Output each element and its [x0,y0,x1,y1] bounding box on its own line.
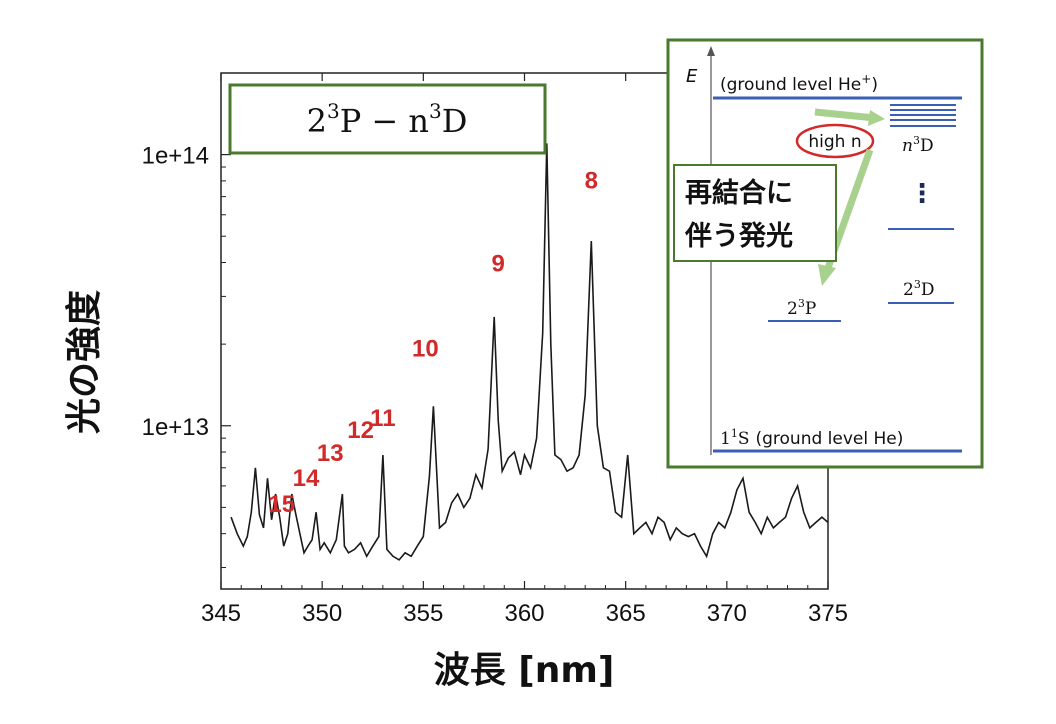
emission-arrow-head [818,264,836,286]
peak-label-14: 14 [293,465,320,492]
high-n-label: high n [808,132,861,152]
y-axis-ticks: 1e+13 1e+14 [142,72,231,569]
y-tick-label: 1e+13 [142,414,209,441]
x-axis-ticks: 345 350 355 360 365 370 375 [201,73,848,627]
energy-axis-arrow [707,46,715,56]
peak-label-11: 11 [370,405,395,432]
recombination-text-1: 再結合に [685,177,793,209]
x-axis-title: 波長 [nm] [434,650,615,691]
spectrum-line [230,143,829,561]
peak-label-15: 15 [268,491,295,518]
capture-arrow [814,108,876,122]
x-tick-label: 370 [707,600,747,627]
y-axis-title: 光の強度 [64,290,105,434]
n3d-levels [890,104,956,127]
ion-level-label: (ground level He+) [720,72,878,95]
title-formula: 23P − n3D [307,99,468,140]
x-tick-label: 360 [504,600,544,627]
recombination-box [673,164,837,262]
energy-level-inset: E (ground level He+) high n n3D ⋮ 再結合に 伴… [666,38,984,469]
vertical-dots: ⋮ [909,179,935,209]
peak-label-12: 12 [347,417,374,444]
y-tick-label: 1e+14 [142,143,209,170]
x-tick-label: 355 [403,600,443,627]
2p-label: 23P [787,297,816,319]
title-box [228,83,547,155]
ground-level-label: 11S (ground level He) [720,427,903,449]
peak-label-9: 9 [492,251,505,278]
high-n-circle [795,123,875,159]
recombination-text-2: 伴う発光 [684,221,793,252]
peak-label-8: 8 [585,167,598,194]
2d-label: 23D [903,278,934,300]
energy-axis-label: E [686,66,698,87]
x-tick-label: 345 [201,600,241,627]
peak-label-10: 10 [412,336,439,363]
n3d-label: n3D [902,134,934,156]
peak-label-13: 13 [317,440,344,467]
capture-arrow-head [868,110,885,126]
x-tick-label: 350 [302,600,342,627]
x-tick-label: 375 [808,600,848,627]
x-tick-label: 365 [606,600,646,627]
